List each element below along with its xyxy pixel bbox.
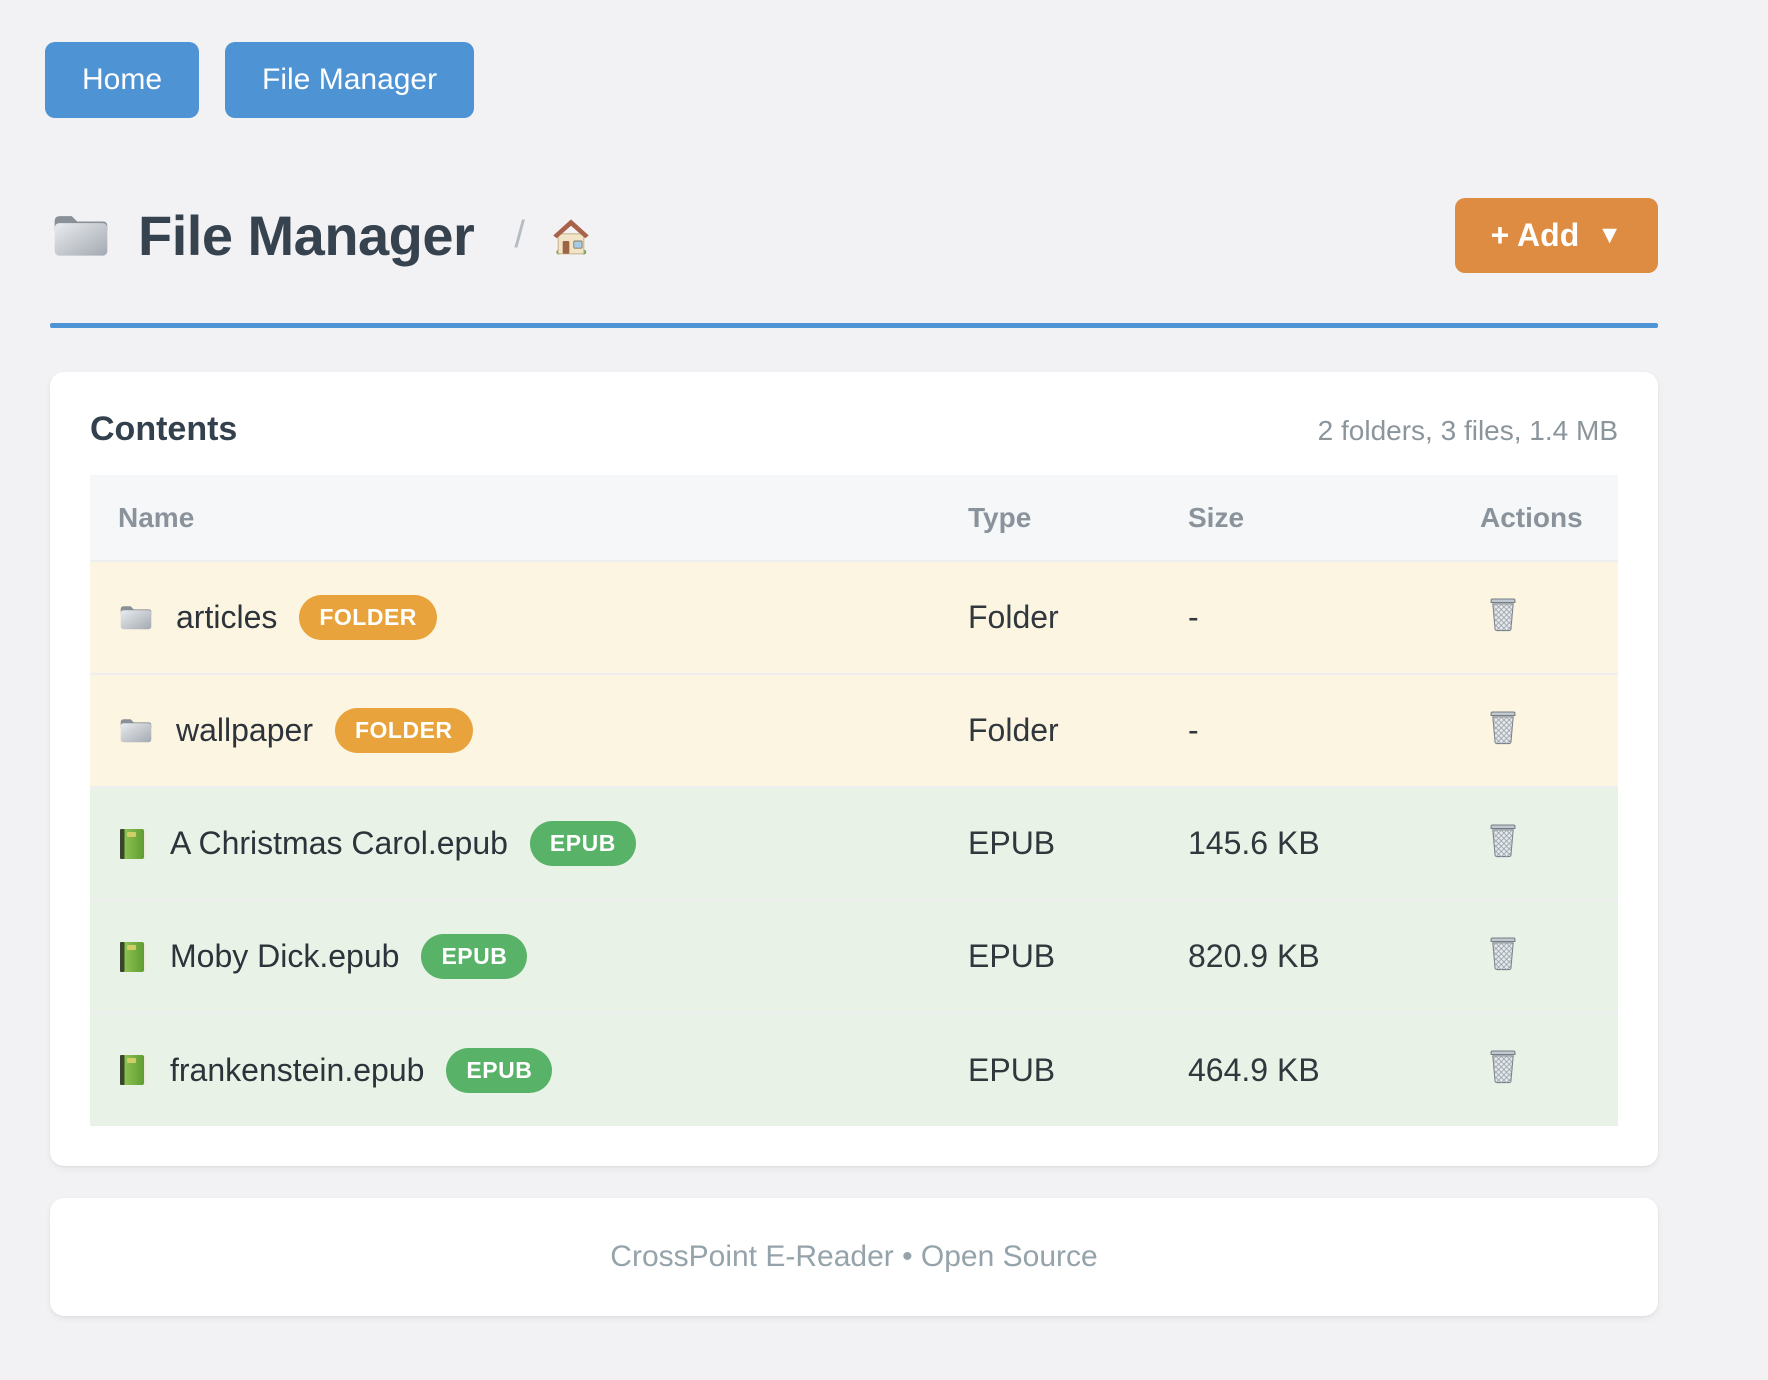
file-table: Name Type Size Actions articles FOLDER bbox=[90, 475, 1618, 1126]
file-type: EPUB bbox=[968, 1051, 1056, 1088]
delete-button[interactable] bbox=[1488, 1048, 1518, 1084]
file-size: 820.9 KB bbox=[1188, 938, 1320, 974]
table-row[interactable]: A Christmas Carol.epub EPUB EPUB 145.6 K… bbox=[90, 787, 1618, 900]
delete-button[interactable] bbox=[1488, 822, 1518, 858]
file-name[interactable]: A Christmas Carol.epub bbox=[170, 825, 508, 861]
file-badge: EPUB bbox=[421, 934, 528, 979]
trash-icon bbox=[1488, 709, 1518, 745]
file-name[interactable]: Moby Dick.epub bbox=[170, 938, 400, 974]
book-icon bbox=[118, 827, 148, 861]
trash-icon bbox=[1488, 1048, 1518, 1084]
nav-file-manager-button[interactable]: File Manager bbox=[225, 42, 475, 118]
table-body: articles FOLDER Folder - bbox=[90, 561, 1618, 1126]
page-header: File Manager / + Add ▼ bbox=[50, 198, 1658, 273]
file-badge: FOLDER bbox=[299, 595, 437, 640]
add-button-label: + Add bbox=[1490, 217, 1580, 253]
folder-icon bbox=[50, 209, 112, 262]
file-type: EPUB bbox=[968, 938, 1056, 974]
file-badge: FOLDER bbox=[334, 708, 473, 753]
column-header-actions: Actions bbox=[1452, 475, 1618, 561]
table-row[interactable]: frankenstein.epub EPUB EPUB 464.9 KB bbox=[90, 1013, 1618, 1126]
column-header-type: Type bbox=[940, 475, 1160, 561]
chevron-down-icon: ▼ bbox=[1597, 221, 1622, 249]
folder-icon bbox=[118, 715, 154, 746]
breadcrumb-nav: Home File Manager bbox=[0, 0, 1768, 118]
contents-summary: 2 folders, 3 files, 1.4 MB bbox=[1317, 415, 1618, 446]
table-header-row: Name Type Size Actions bbox=[90, 475, 1618, 561]
file-name[interactable]: frankenstein.epub bbox=[170, 1051, 425, 1088]
file-badge: EPUB bbox=[446, 1047, 553, 1093]
footer-card: CrossPoint E-Reader • Open Source bbox=[50, 1198, 1658, 1316]
file-type: Folder bbox=[968, 599, 1059, 635]
file-name[interactable]: articles bbox=[176, 599, 278, 635]
file-size: 145.6 KB bbox=[1188, 825, 1320, 861]
page-title: File Manager bbox=[138, 204, 475, 267]
file-badge: EPUB bbox=[529, 821, 636, 866]
delete-button[interactable] bbox=[1488, 596, 1518, 632]
add-button[interactable]: + Add ▼ bbox=[1454, 198, 1658, 273]
delete-button[interactable] bbox=[1488, 709, 1518, 745]
file-type: EPUB bbox=[968, 825, 1056, 861]
file-name[interactable]: wallpaper bbox=[176, 712, 313, 748]
trash-icon bbox=[1488, 596, 1518, 632]
contents-title: Contents bbox=[90, 410, 238, 448]
file-size: - bbox=[1188, 599, 1199, 635]
table-row[interactable]: wallpaper FOLDER Folder - bbox=[90, 674, 1618, 787]
breadcrumb-separator: / bbox=[514, 214, 525, 256]
contents-card: Contents 2 folders, 3 files, 1.4 MB Name… bbox=[50, 372, 1658, 1166]
delete-button[interactable] bbox=[1488, 935, 1518, 971]
trash-icon bbox=[1488, 935, 1518, 971]
nav-home-button[interactable]: Home bbox=[45, 42, 200, 118]
file-size: - bbox=[1188, 712, 1199, 748]
table-row[interactable]: Moby Dick.epub EPUB EPUB 820.9 KB bbox=[90, 900, 1618, 1013]
table-row[interactable]: articles FOLDER Folder - bbox=[90, 561, 1618, 674]
trash-icon bbox=[1488, 822, 1518, 858]
book-icon bbox=[118, 940, 148, 974]
folder-icon bbox=[118, 602, 154, 633]
file-size: 464.9 KB bbox=[1188, 1051, 1320, 1088]
column-header-size: Size bbox=[1160, 475, 1452, 561]
column-header-name: Name bbox=[90, 475, 940, 561]
book-icon bbox=[118, 1053, 148, 1087]
home-icon[interactable] bbox=[551, 217, 591, 255]
footer-text: CrossPoint E-Reader • Open Source bbox=[610, 1240, 1098, 1273]
header-divider bbox=[50, 323, 1658, 328]
file-type: Folder bbox=[968, 712, 1059, 748]
